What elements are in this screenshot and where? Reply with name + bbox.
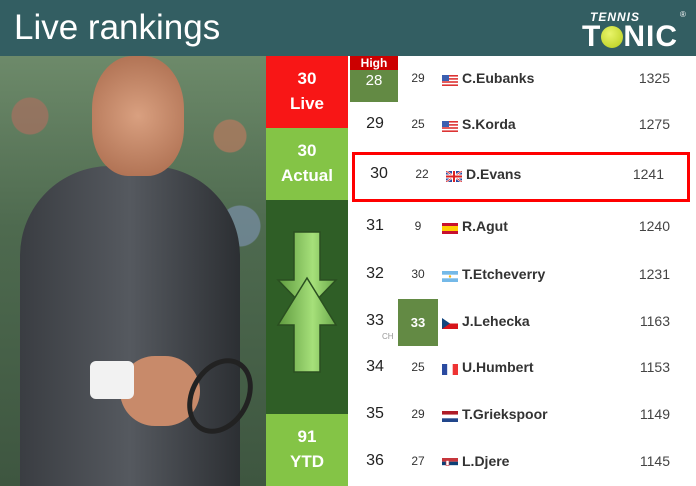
tennis-ball-icon (601, 26, 624, 48)
career-high-box: 33 (398, 299, 438, 346)
previous-rank: 33 (410, 315, 426, 330)
header-bar: Live rankings TENNIS T NIC ® (0, 0, 696, 56)
logo-bottom-text: T NIC (582, 20, 678, 53)
tennis-tonic-logo[interactable]: TENNIS T NIC ® (582, 10, 686, 53)
previous-rank: 9 (414, 219, 422, 233)
table-row[interactable]: 29 25 S.Korda 1275 (348, 102, 696, 149)
rank: 34 (366, 358, 384, 375)
table-row[interactable]: 36 27 L.Djere 1145 (348, 439, 696, 486)
rank: 30 (370, 165, 388, 182)
previous-rank: 25 (411, 360, 425, 374)
trend-box (266, 200, 348, 414)
flag-ned-icon (442, 409, 458, 422)
player-name[interactable]: L.Djere (462, 453, 510, 469)
rank: 33 (366, 312, 384, 329)
flag-fra-icon (442, 362, 458, 375)
career-high-label: CH (382, 332, 394, 341)
rank: 29 (366, 115, 384, 132)
points: 1163 (639, 313, 670, 329)
points: 1325 (638, 70, 670, 86)
player-name[interactable]: D.Evans (466, 166, 522, 182)
previous-rank: 27 (411, 454, 425, 468)
player-name[interactable]: J.Lehecka (462, 313, 530, 329)
table-row[interactable]: 32 30 T.Etcheverry 1231 (348, 252, 696, 299)
player-name[interactable]: R.Agut (462, 218, 508, 234)
player-name[interactable]: T.Griekspoor (462, 406, 548, 422)
registered-icon: ® (680, 10, 686, 19)
page-title: Live rankings (14, 8, 221, 47)
player-body (20, 166, 240, 486)
table-row[interactable]: High 28 29 C.Eubanks 1325 (348, 56, 696, 103)
actual-label: Actual (281, 166, 333, 185)
points: 1241 (632, 166, 664, 182)
player-name[interactable]: C.Eubanks (462, 70, 535, 86)
ytd-box: 91 YTD (266, 414, 348, 486)
rank: 35 (366, 405, 384, 422)
player-name[interactable]: U.Humbert (462, 359, 534, 375)
live-label: Live (289, 94, 325, 113)
high-badge: High (350, 56, 398, 70)
flag-usa-icon (442, 73, 458, 86)
flag-gbr-icon (445, 169, 463, 183)
points: 1240 (638, 218, 670, 234)
flag-arg-icon (442, 269, 458, 282)
points: 1231 (638, 266, 670, 282)
live-rank: 30 (297, 69, 317, 88)
player-name[interactable]: T.Etcheverry (462, 266, 546, 282)
points: 1153 (639, 359, 670, 375)
rank: 31 (366, 217, 384, 234)
points: 1149 (639, 406, 670, 422)
actual-rank: 30 (297, 141, 317, 160)
rank: 36 (366, 452, 384, 469)
table-row[interactable]: 31 9 R.Agut 1240 (348, 204, 696, 251)
previous-rank: 29 (411, 71, 425, 85)
live-rank-box: 30 Live (266, 56, 348, 128)
previous-rank: 25 (411, 117, 425, 131)
up-down-arrows-icon (276, 231, 338, 373)
rankings-table: High 28 29 C.Eubanks 1325 29 25 S.Korda 1275 30 22… (348, 56, 696, 486)
rank: 32 (366, 265, 384, 282)
previous-rank: 22 (415, 167, 429, 181)
player-photo (0, 56, 266, 486)
player-name[interactable]: S.Korda (462, 116, 516, 132)
flag-esp-icon (442, 221, 458, 234)
table-row[interactable]: 33 33 CH J.Lehecka 1163 (348, 299, 696, 346)
wristband (90, 361, 134, 399)
player-head (92, 56, 184, 176)
rank: 28 (365, 72, 383, 89)
points: 1275 (638, 116, 670, 132)
flag-srb-icon (442, 456, 458, 469)
table-row[interactable]: 35 29 T.Griekspoor 1149 (348, 392, 696, 439)
logo-top-text: TENNIS (590, 10, 641, 24)
ytd-label: YTD (290, 452, 324, 471)
previous-rank: 29 (411, 407, 425, 421)
career-high-box: High 28 (350, 56, 398, 102)
points: 1145 (639, 453, 670, 469)
table-row-highlighted[interactable]: 30 22 D.Evans 1241 (352, 152, 690, 202)
actual-rank-box: 30 Actual (266, 128, 348, 200)
previous-rank: 30 (411, 267, 425, 281)
ytd-value: 91 (297, 427, 317, 446)
table-row[interactable]: 34 25 U.Humbert 1153 (348, 345, 696, 392)
flag-usa-icon (442, 119, 458, 132)
flag-cze-icon (442, 316, 458, 329)
